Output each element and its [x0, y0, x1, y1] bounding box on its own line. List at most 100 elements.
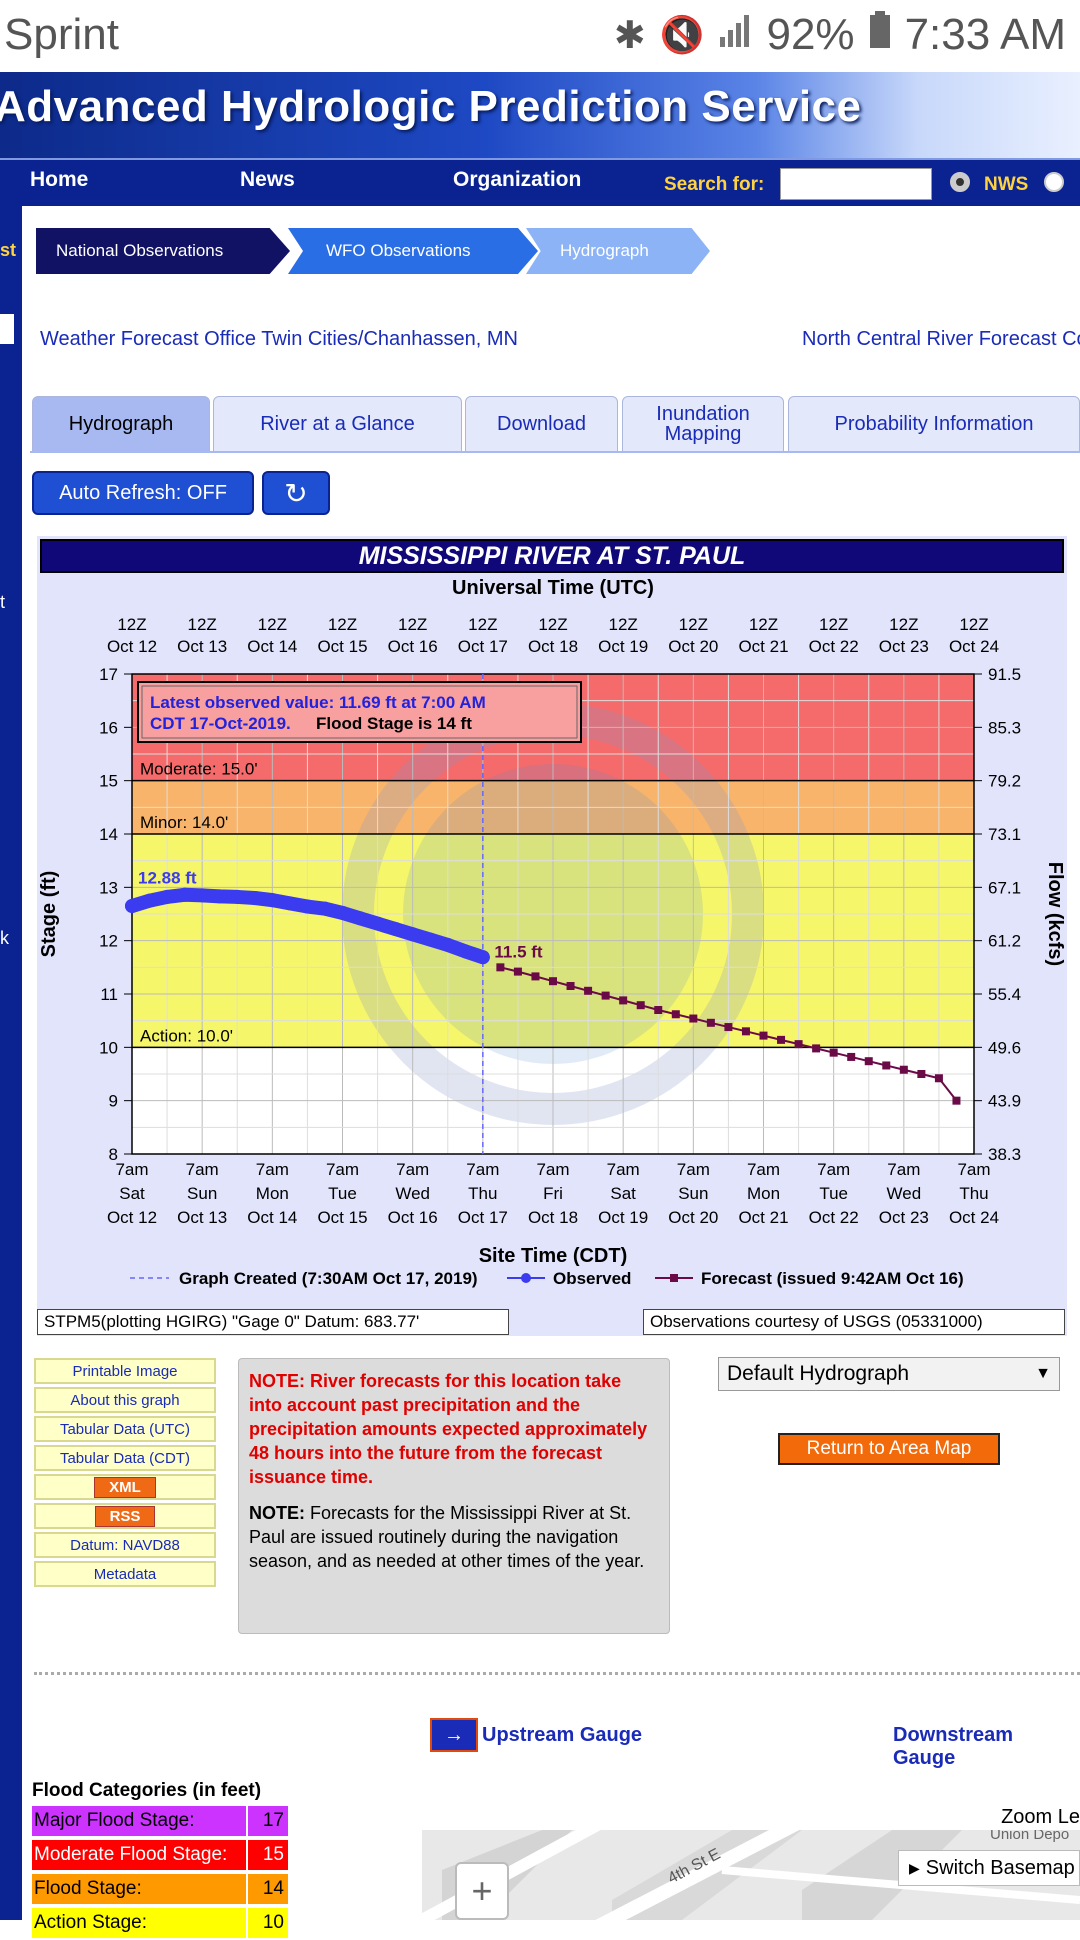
observed-point: [265, 893, 280, 908]
tabular-cdt-link[interactable]: Tabular Data (CDT): [34, 1445, 216, 1471]
observed-point: [440, 937, 455, 952]
observed-point: [195, 888, 210, 903]
dropdown-arrow-icon: ▼: [1035, 1365, 1051, 1382]
y2-axis-label: Flow (kcfs): [1044, 862, 1066, 966]
y-tick-label: 16: [99, 718, 118, 737]
bottom-tick-label: 7am: [887, 1160, 920, 1179]
forecast-first-label: 11.5 ft: [494, 942, 543, 961]
site-header: Advanced Hydrologic Prediction Service: [0, 72, 1080, 158]
y-tick-label: 13: [99, 878, 118, 897]
switch-basemap-button[interactable]: ▶ Switch Basemap: [898, 1850, 1080, 1886]
zoom-level-label: Zoom Le: [1001, 1806, 1080, 1828]
bottom-tick-label: Oct 20: [668, 1208, 718, 1227]
observed-max-label: 12.88 ft: [138, 869, 197, 888]
bottom-tick-label: 7am: [326, 1160, 359, 1179]
left-sidebar-strip: st t k: [0, 204, 22, 1920]
about-graph-link[interactable]: About this graph: [34, 1387, 216, 1413]
zoom-in-button[interactable]: +: [455, 1862, 509, 1920]
bottom-tick-label: Sat: [610, 1184, 636, 1203]
top-tick-label: 12Z: [468, 615, 497, 634]
forecast-point: [671, 1010, 680, 1019]
upstream-icon[interactable]: →: [430, 1718, 478, 1752]
observed-point: [405, 927, 420, 942]
printable-image-link[interactable]: Printable Image: [34, 1358, 216, 1384]
radio-nws[interactable]: [950, 172, 970, 192]
top-tick-label: 12Z: [609, 615, 638, 634]
y-tick-label: 11: [100, 985, 118, 1004]
breadcrumb-wfo[interactable]: WFO Observations: [288, 228, 538, 274]
observed-point: [142, 893, 157, 908]
top-tick-label: Oct 24: [949, 637, 999, 656]
bottom-tick-label: Tue: [328, 1184, 357, 1203]
caret-right-icon: ▶: [909, 1859, 920, 1876]
observed-point: [230, 889, 245, 904]
top-tick-label: Oct 22: [809, 637, 859, 656]
bottom-tick-label: 7am: [115, 1160, 148, 1179]
bottom-tick-label: Oct 19: [598, 1208, 648, 1227]
nav-organization[interactable]: Organization: [453, 168, 582, 191]
tab-hydrograph[interactable]: Hydrograph: [32, 396, 210, 452]
wfo-link[interactable]: Weather Forecast Office Twin Cities/Chan…: [40, 328, 518, 350]
forecast-point: [654, 1006, 663, 1014]
x-axis-label: Site Time (CDT): [479, 1245, 628, 1267]
y-tick-label: 17: [99, 665, 118, 684]
upstream-gauge-link[interactable]: Upstream Gauge: [482, 1724, 643, 1746]
bottom-tick-label: Sat: [119, 1184, 145, 1203]
observed-point: [458, 944, 473, 959]
tab-inundation-mapping[interactable]: Inundation Mapping: [622, 396, 784, 452]
downstream-gauge-link[interactable]: Downstream Gauge: [893, 1724, 1014, 1769]
nav-home[interactable]: Home: [30, 168, 89, 191]
return-to-area-map-button[interactable]: Return to Area Map: [778, 1433, 1000, 1465]
top-tick-label: Oct 14: [247, 637, 297, 656]
bottom-tick-label: Oct 16: [388, 1208, 438, 1227]
forecast-point: [584, 986, 593, 995]
metadata-link[interactable]: Metadata: [34, 1561, 216, 1587]
nav-news[interactable]: News: [240, 168, 295, 191]
status-bar: Sprint ✱ 🔇 92% 7:33 AM: [0, 0, 1080, 72]
auto-refresh-button[interactable]: Auto Refresh: OFF: [32, 471, 254, 515]
y2-tick-label: 61.2: [988, 932, 1021, 951]
left-strip-box: [0, 314, 14, 344]
y2-tick-label: 38.3: [988, 1145, 1021, 1164]
observed-point: [335, 905, 350, 920]
search-input[interactable]: [780, 168, 932, 200]
rfc-link[interactable]: North Central River Forecast Co: [802, 328, 1080, 350]
rss-link[interactable]: RSS: [34, 1503, 216, 1529]
top-tick-label: 12Z: [679, 615, 708, 634]
breadcrumb-national[interactable]: National Observations: [36, 228, 290, 274]
top-tick-label: Oct 20: [668, 637, 718, 656]
top-tick-label: 12Z: [819, 615, 848, 634]
breadcrumb-hydrograph[interactable]: Hydrograph: [526, 228, 710, 274]
bottom-tick-label: 7am: [817, 1160, 850, 1179]
bottom-tick-label: Sun: [187, 1184, 217, 1203]
tab-river-at-a-glance[interactable]: River at a Glance: [213, 396, 462, 452]
y-tick-label: 10: [99, 1038, 118, 1057]
bottom-tick-label: 7am: [607, 1160, 640, 1179]
top-tick-label: Oct 19: [598, 637, 648, 656]
xml-link[interactable]: XML: [34, 1474, 216, 1500]
bottom-tick-label: Wed: [887, 1184, 922, 1203]
bottom-tick-label: 7am: [186, 1160, 219, 1179]
observed-point: [212, 889, 227, 904]
forecast-point: [513, 967, 522, 976]
radio-other[interactable]: [1044, 172, 1064, 192]
bottom-tick-label: Oct 22: [809, 1208, 859, 1227]
band-label: Moderate: 15.0': [140, 760, 258, 779]
tabular-utc-link[interactable]: Tabular Data (UTC): [34, 1416, 216, 1442]
bottom-tick-label: Thu: [959, 1184, 988, 1203]
refresh-button[interactable]: ↻: [262, 471, 330, 515]
latest-observed-text: Latest observed value: 11.69 ft at 7:00 …: [150, 693, 486, 712]
y2-tick-label: 55.4: [988, 985, 1021, 1004]
y2-tick-label: 91.5: [988, 665, 1021, 684]
y2-tick-label: 73.1: [988, 825, 1021, 844]
forecast-point: [706, 1018, 715, 1027]
tab-probability-information[interactable]: Probability Information: [788, 396, 1080, 452]
datum-link[interactable]: Datum: NAVD88: [34, 1532, 216, 1558]
hydrograph-type-select[interactable]: Default Hydrograph ▼: [718, 1357, 1060, 1391]
forecast-point: [917, 1070, 926, 1078]
bottom-tick-label: Oct 23: [879, 1208, 929, 1227]
bottom-tick-label: 7am: [396, 1160, 429, 1179]
tab-download[interactable]: Download: [465, 396, 618, 452]
bottom-tick-label: Fri: [543, 1184, 563, 1203]
observed-point: [388, 921, 403, 936]
